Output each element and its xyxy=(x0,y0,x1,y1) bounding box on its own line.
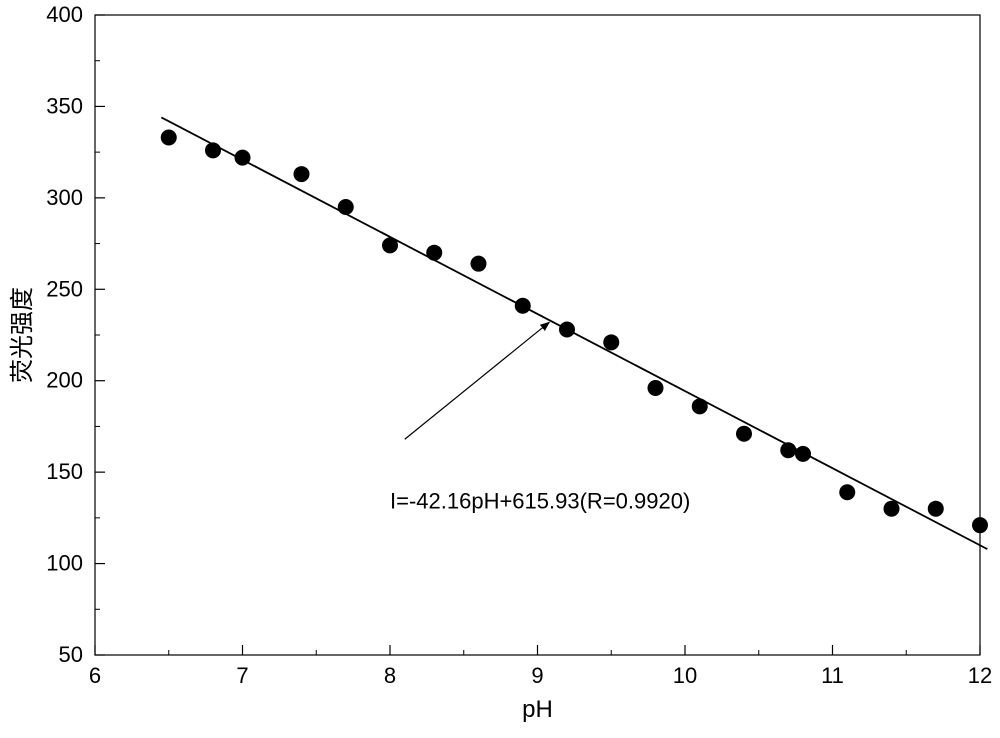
plot-border xyxy=(95,15,980,655)
y-tick-label: 150 xyxy=(46,459,83,484)
data-point xyxy=(648,380,664,396)
x-tick-label: 9 xyxy=(531,663,543,688)
x-axis-label: pH xyxy=(522,696,553,723)
x-tick-label: 10 xyxy=(673,663,697,688)
x-tick-label: 11 xyxy=(821,663,844,688)
data-point xyxy=(692,398,708,414)
data-point xyxy=(382,237,398,253)
y-tick-label: 100 xyxy=(46,551,83,576)
x-axis-tick-labels: 6 7 8 9 10 11 12 xyxy=(89,663,992,688)
data-point xyxy=(471,256,487,272)
y-tick-label: 200 xyxy=(46,368,83,393)
x-tick-label: 8 xyxy=(384,663,396,688)
x-axis-major-ticks xyxy=(95,645,980,655)
chart-container: 6 7 8 9 10 11 12 50 100 150 200 250 300 350 400 I=-42… xyxy=(0,0,1000,738)
data-point xyxy=(884,501,900,517)
y-tick-label: 300 xyxy=(46,185,83,210)
data-point xyxy=(795,446,811,462)
data-point xyxy=(839,484,855,500)
data-point xyxy=(161,130,177,146)
data-point xyxy=(515,298,531,314)
data-point xyxy=(736,426,752,442)
y-tick-label: 50 xyxy=(59,642,83,667)
data-point xyxy=(928,501,944,517)
y-axis-tick-labels: 50 100 150 200 250 300 350 400 xyxy=(46,2,83,667)
regression-equation: I=-42.16pH+615.93(R=0.9920) xyxy=(390,489,690,514)
annotation-arrow xyxy=(405,322,550,439)
y-tick-label: 350 xyxy=(46,93,83,118)
x-tick-label: 6 xyxy=(89,663,101,688)
data-point xyxy=(972,517,988,533)
data-point xyxy=(205,142,221,158)
x-tick-label: 12 xyxy=(968,663,992,688)
data-point xyxy=(338,199,354,215)
y-axis-minor-ticks xyxy=(95,61,100,610)
data-point xyxy=(603,334,619,350)
data-point xyxy=(235,150,251,166)
data-points xyxy=(161,130,988,534)
y-axis-label: 荧光强度 xyxy=(9,287,36,383)
data-point xyxy=(559,322,575,338)
data-point xyxy=(780,442,796,458)
data-point xyxy=(294,166,310,182)
x-tick-label: 7 xyxy=(236,663,248,688)
regression-line xyxy=(161,117,987,549)
y-tick-label: 250 xyxy=(46,276,83,301)
y-tick-label: 400 xyxy=(46,2,83,27)
data-point xyxy=(426,245,442,261)
scatter-chart: 6 7 8 9 10 11 12 50 100 150 200 250 300 350 400 I=-42… xyxy=(0,0,1000,738)
